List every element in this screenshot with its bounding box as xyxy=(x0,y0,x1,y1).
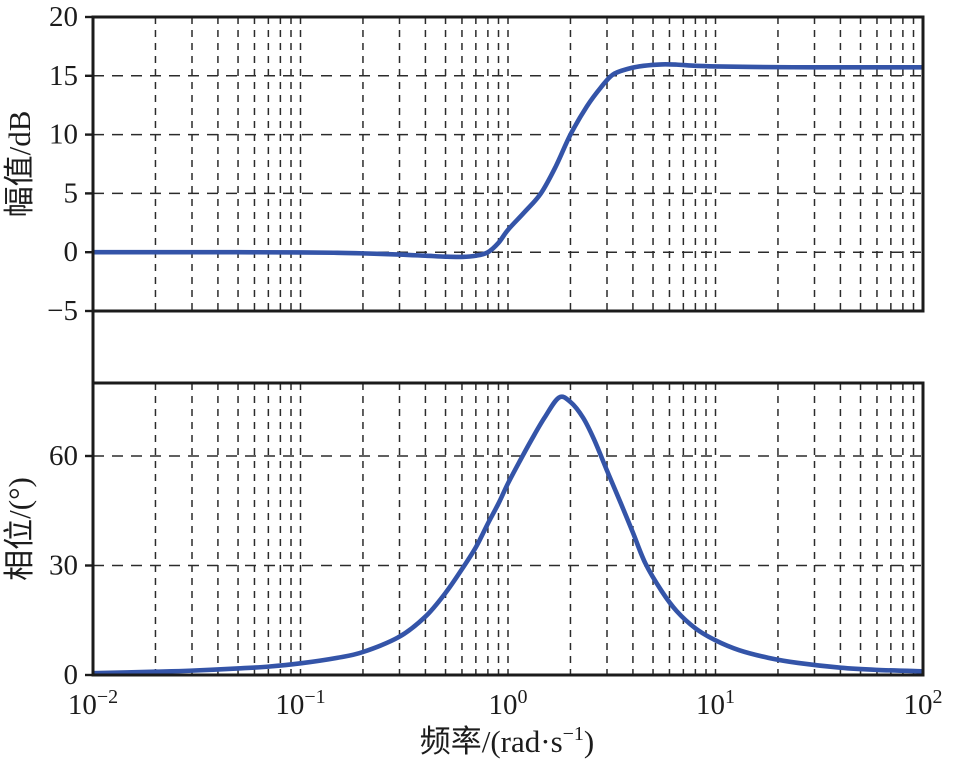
y-tick-label: −5 xyxy=(47,295,78,327)
y-tick-label: 0 xyxy=(64,236,79,268)
x-axis-title: 频率/(rad·s−1) xyxy=(420,723,595,759)
grid-lines-layer xyxy=(93,17,923,675)
x-tick-label: 100 xyxy=(489,686,528,721)
x-axis-title-text: 频率/(rad·s xyxy=(420,724,563,759)
x-tick-base: 10 xyxy=(275,689,304,721)
x-tick-base: 10 xyxy=(68,689,97,721)
y-tick-label: 15 xyxy=(49,60,78,92)
x-tick-base: 10 xyxy=(904,689,933,721)
y-tick-label: 10 xyxy=(49,119,78,151)
curves-layer xyxy=(93,62,923,675)
axes-frames-layer xyxy=(85,15,925,677)
phase-curve xyxy=(93,394,923,675)
x-tick-exponent: 1 xyxy=(725,686,735,708)
x-tick-label: 101 xyxy=(696,686,735,721)
y-tick-label: 20 xyxy=(49,1,78,33)
plot-frame xyxy=(91,381,925,677)
x-tick-label: 10−1 xyxy=(275,686,325,721)
x-tick-base: 10 xyxy=(696,689,725,721)
y-tick-label: 0 xyxy=(64,659,79,691)
x-tick-label: 102 xyxy=(904,686,943,721)
plot-frame xyxy=(91,15,925,313)
x-axis-title-superscript: −1 xyxy=(563,723,584,745)
x-tick-exponent: 2 xyxy=(933,686,943,708)
phase-y-axis-title: 相位/(°) xyxy=(2,477,37,581)
x-axis-title-suffix: ) xyxy=(584,724,594,759)
y-tick-label: 30 xyxy=(49,550,78,582)
x-tick-exponent: −2 xyxy=(97,686,118,708)
x-tick-exponent: 0 xyxy=(518,686,528,708)
x-tick-label: 10−2 xyxy=(68,686,118,721)
y-tick-label: 60 xyxy=(49,440,78,472)
x-tick-exponent: −1 xyxy=(304,686,325,708)
magnitude-y-axis-title: 幅值/dB xyxy=(2,111,37,218)
y-tick-label: 5 xyxy=(64,177,79,209)
x-tick-base: 10 xyxy=(489,689,518,721)
magnitude-curve xyxy=(93,62,923,260)
